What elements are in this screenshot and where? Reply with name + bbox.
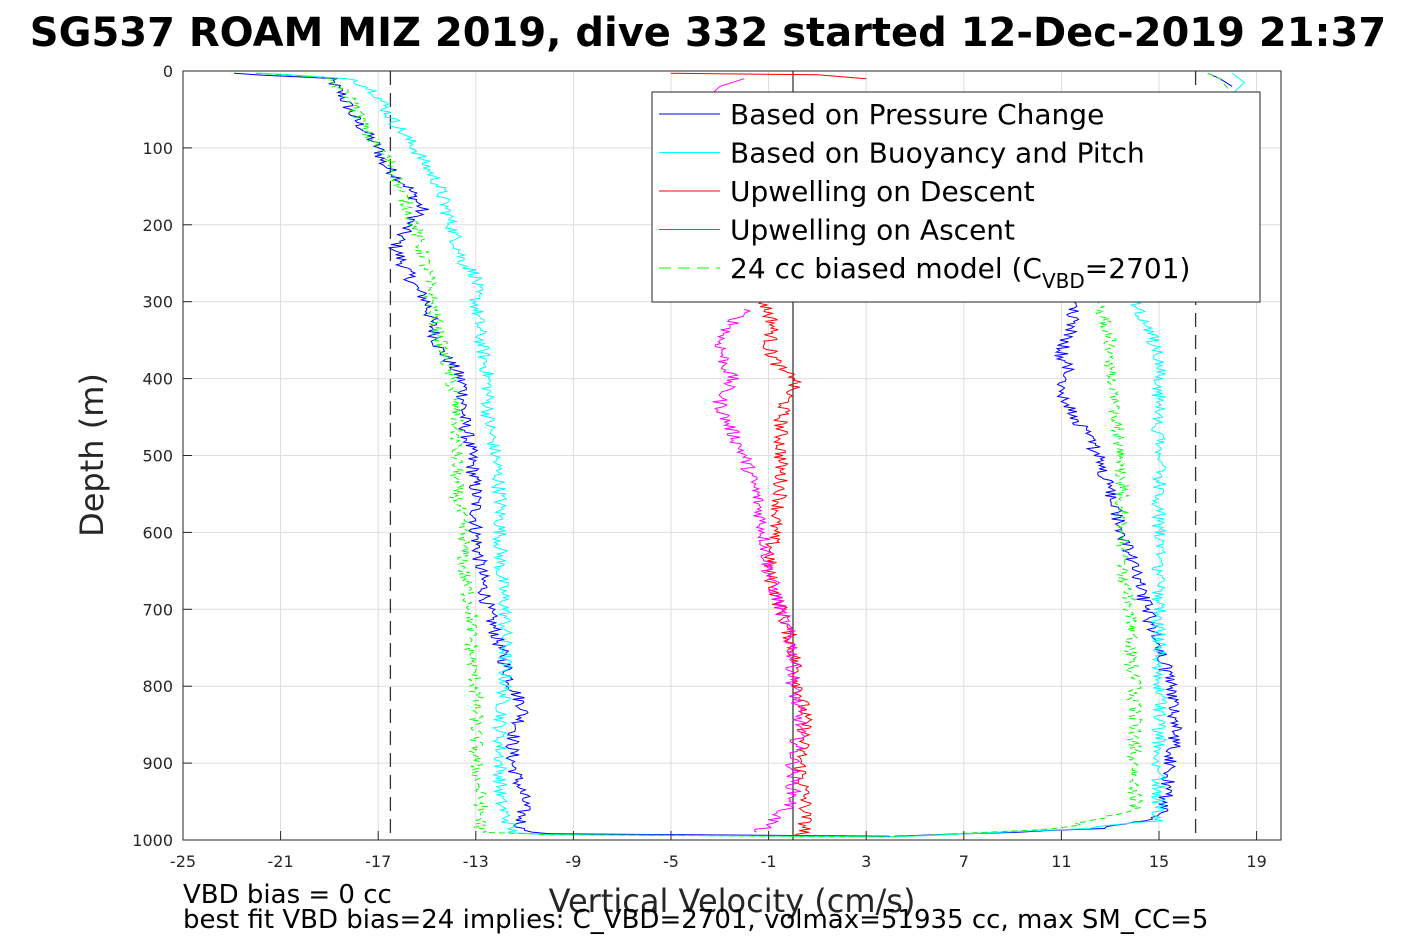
y-tick-label-9: 900	[142, 754, 173, 773]
x-tick-label-5: -5	[663, 852, 679, 871]
y-tick-label-6: 600	[142, 523, 173, 542]
vbd-bias-note: VBD bias = 0 cc	[183, 880, 392, 910]
legend-label-0: Based on Pressure Change	[730, 98, 1104, 131]
x-tick-label-2: -17	[365, 852, 391, 871]
series-0-line-1	[548, 833, 891, 837]
series-4-line-2	[891, 301, 1144, 838]
series-2-line-1	[670, 72, 867, 80]
series-2-line-0	[757, 301, 813, 837]
x-tick-label-6: -1	[761, 852, 777, 871]
legend-label-3: Upwelling on Ascent	[730, 214, 1015, 247]
legend-box	[651, 91, 1261, 303]
series-group	[234, 72, 1246, 838]
x-tick-label-11: 19	[1246, 852, 1266, 871]
x-axis-label: Vertical Velocity (cm/s)	[549, 882, 916, 920]
x-tick-label-3: -13	[463, 852, 489, 871]
legend-label-1: Based on Buoyancy and Pitch	[730, 137, 1145, 170]
y-tick-label-5: 500	[142, 447, 173, 466]
x-tick-label-7: 3	[861, 852, 871, 871]
x-tick-label-1: -21	[268, 852, 294, 871]
series-1-line-2	[891, 301, 1168, 838]
series-2	[670, 72, 867, 837]
legend-items: Based on Pressure Change Based on Buoyanc…	[659, 98, 1145, 247]
x-tick-label-9: 11	[1051, 852, 1071, 871]
series-1-line-3	[1231, 72, 1246, 95]
legend: Based on Pressure Change Based on Buoyanc…	[651, 91, 1261, 303]
legend-label-2: Upwelling on Descent	[730, 175, 1035, 208]
series-4-line-1	[548, 834, 891, 838]
x-tick-label-8: 7	[959, 852, 969, 871]
x-axis-ticks: -25 -21 -17 -13 -9 -5 -1 3 7 11 15 19	[170, 831, 1267, 871]
series-1-line-0	[259, 72, 550, 836]
x-tick-label-10: 15	[1149, 852, 1169, 871]
series-4-line-0	[255, 72, 550, 836]
series-4	[255, 72, 1233, 838]
y-tick-label-8: 800	[142, 677, 173, 696]
series-0	[234, 72, 1233, 837]
series-0-line-2	[894, 301, 1183, 837]
y-tick-label-7: 700	[142, 600, 173, 619]
y-axis-ticks: 0 100 200 300 400 500 600 700 800 900 1000	[132, 62, 192, 850]
legend-label-model: 24 cc biased model (CVBD=2701)	[730, 252, 1190, 293]
y-tick-label-10: 1000	[132, 831, 173, 850]
y-tick-label-1: 100	[142, 139, 173, 158]
series-0-line-0	[234, 72, 550, 835]
best-fit-note: best fit VBD bias=24 implies: C_VBD=2701…	[183, 905, 1208, 935]
chart-title: SG537 ROAM MIZ 2019, dive 332 started 12…	[30, 10, 1386, 56]
y-axis-label: Depth (m)	[73, 373, 111, 537]
y-tick-label-4: 400	[142, 370, 173, 389]
y-tick-label-3: 300	[142, 293, 173, 312]
series-3-line-0	[712, 308, 807, 833]
x-tick-label-0: -25	[170, 852, 196, 871]
y-tick-label-0: 0	[163, 62, 173, 81]
y-tick-label-2: 200	[142, 216, 173, 235]
series-4-line-3	[1207, 72, 1233, 95]
x-tick-label-4: -9	[565, 852, 581, 871]
